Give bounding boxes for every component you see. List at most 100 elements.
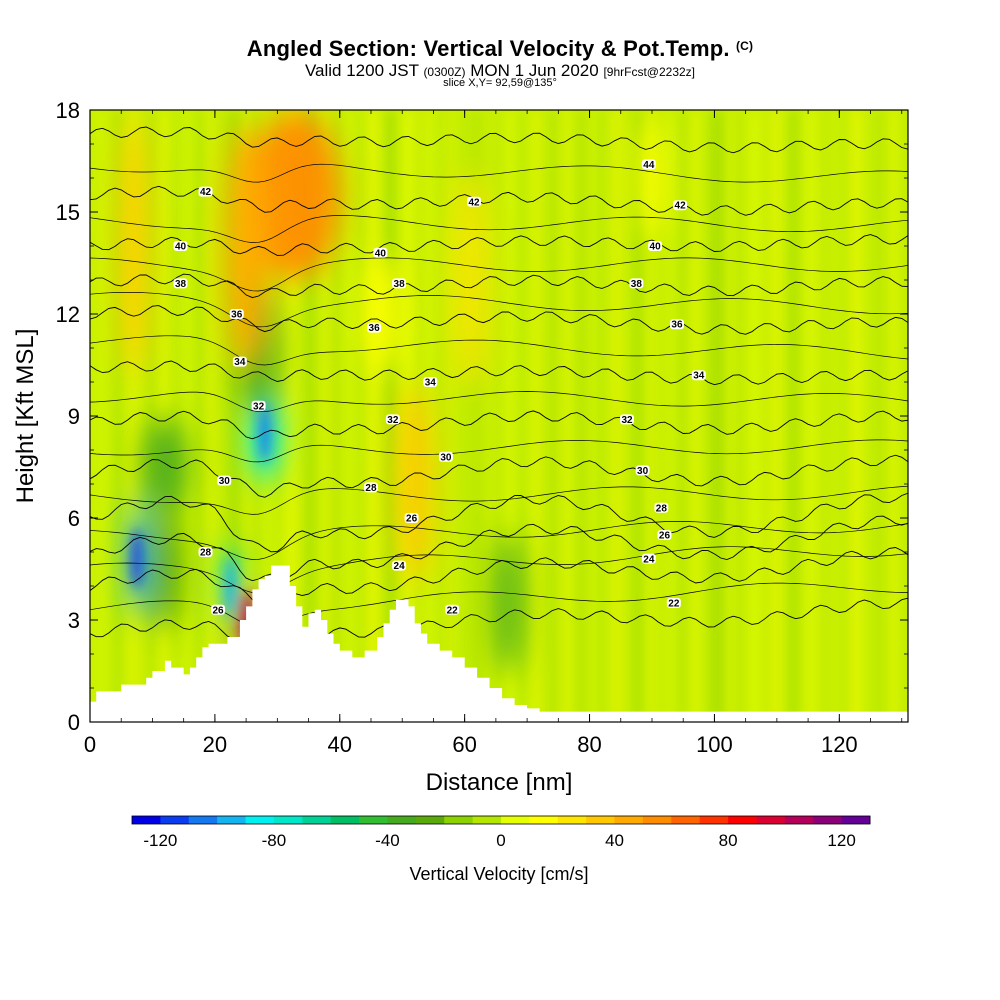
colorbar-tick-label: 40	[605, 831, 624, 850]
contour-label-bg	[173, 241, 188, 251]
colorbar-swatch	[359, 816, 388, 824]
contour-label-text: 34	[693, 371, 705, 382]
contour-label-text: 26	[659, 531, 671, 542]
field-streak	[706, 110, 716, 722]
contour-label: 36	[367, 322, 382, 334]
contour-label: 42	[198, 186, 213, 198]
contour-label-bg	[392, 560, 407, 571]
colorbar-swatch	[302, 816, 332, 824]
contour-label: 44	[641, 159, 656, 171]
theta-contour-minor	[90, 582, 908, 629]
colorbar-tick-label: 120	[827, 831, 855, 850]
contour-label-bg	[691, 370, 706, 381]
velocity-feature	[119, 116, 148, 376]
contour-label-bg	[363, 482, 378, 493]
contour-label-bg	[251, 400, 266, 411]
contour-label: 28	[654, 502, 669, 514]
field-streak	[864, 110, 871, 722]
field-streak	[806, 110, 816, 722]
field-streak	[496, 110, 506, 722]
field-streak	[828, 110, 835, 722]
theta-contour-minor	[90, 215, 908, 243]
colorbar-tick-label: -40	[375, 831, 400, 850]
colorbar-swatch	[756, 816, 786, 824]
velocity-feature	[494, 533, 523, 673]
contour-label-bg	[673, 200, 688, 211]
contour-label-bg	[373, 247, 388, 258]
chart-subtitle: Valid 1200 JST (0300Z) MON 1 Jun 2020 [9…	[304, 61, 696, 80]
contour-label-text: 30	[219, 476, 231, 487]
colorbar-swatch	[160, 816, 190, 824]
y-tick-label: 3	[68, 608, 80, 633]
contour-label-bg	[657, 530, 672, 540]
field-streak	[749, 110, 762, 722]
colorbar-swatch	[614, 816, 644, 824]
contour-label-text: 36	[369, 323, 381, 334]
contour-label-text: 32	[387, 415, 399, 426]
colorbar-swatch	[132, 816, 161, 824]
theta-contour	[90, 410, 908, 440]
contour-label-text: 32	[621, 415, 633, 426]
colorbar-swatch	[671, 816, 701, 824]
theta-contour-minor	[90, 485, 908, 515]
theta-contour	[90, 126, 908, 154]
field-streak	[502, 110, 515, 722]
velocity-feature	[454, 170, 487, 390]
contour-label-text: 30	[637, 466, 649, 477]
theta-contour-minor	[90, 257, 908, 292]
contour-label-text: 28	[365, 483, 377, 494]
contour-label: 36	[669, 319, 684, 331]
colorbar-swatch	[245, 816, 275, 824]
field-streak	[381, 110, 388, 722]
contour-label: 40	[648, 241, 663, 253]
colorbar-swatch	[444, 816, 474, 824]
contour-label-bg	[669, 319, 684, 330]
contour-label: 42	[673, 200, 688, 212]
contour-label-text: 22	[668, 599, 680, 610]
theta-contour-minor	[90, 391, 908, 413]
colorbar-swatch	[188, 816, 218, 824]
colorbar-frame	[131, 815, 871, 825]
colorbar-swatch	[586, 816, 616, 824]
contour-label-bg	[392, 278, 407, 289]
contour-label: 38	[392, 278, 407, 290]
contour-label-bg	[654, 502, 669, 513]
velocity-feature	[146, 509, 183, 629]
field-streak	[208, 110, 215, 722]
contour-label-text: 26	[406, 514, 418, 525]
field-streak	[575, 110, 588, 722]
contour-label: 22	[445, 604, 460, 616]
contour-label: 28	[363, 482, 378, 494]
field-streak	[518, 110, 525, 722]
contour-labels: 42 42 44 42 40 40 40 38 38 38 36 36 36 34 34 34 32 32 32 30…	[173, 159, 706, 616]
contour-label-bg	[198, 547, 213, 557]
contour-label-text: 42	[675, 201, 687, 212]
field-streak	[591, 110, 598, 722]
contour-label: 26	[657, 530, 672, 542]
colorbar-swatch	[841, 816, 871, 824]
contour-label: 32	[620, 414, 635, 426]
contour-label: 28	[198, 547, 213, 559]
contour-label-text: 24	[394, 561, 406, 572]
field-streak	[156, 110, 169, 722]
theta-contour-minor	[90, 335, 908, 366]
colorbar-swatch	[813, 816, 843, 824]
colorbar-swatch	[217, 816, 247, 824]
contour-label: 30	[438, 451, 453, 463]
contour-label: 36	[229, 309, 244, 321]
contour-label: 30	[217, 475, 232, 487]
contour-label-bg	[641, 553, 656, 564]
contour-label-text: 44	[643, 160, 655, 171]
slice-info: slice X,Y= 92,59@135°	[443, 77, 557, 89]
field-features	[119, 110, 664, 673]
contour-label-bg	[385, 414, 400, 425]
x-tick-label: 0	[84, 732, 96, 757]
field-streak	[727, 110, 734, 722]
field-streak	[764, 110, 771, 722]
contour-label: 32	[251, 400, 266, 412]
field-streak	[849, 110, 862, 722]
contour-label-text: 38	[631, 279, 643, 290]
colorbar-swatch	[330, 816, 360, 824]
theta-contour	[90, 360, 908, 386]
contour-label-bg	[445, 604, 460, 615]
